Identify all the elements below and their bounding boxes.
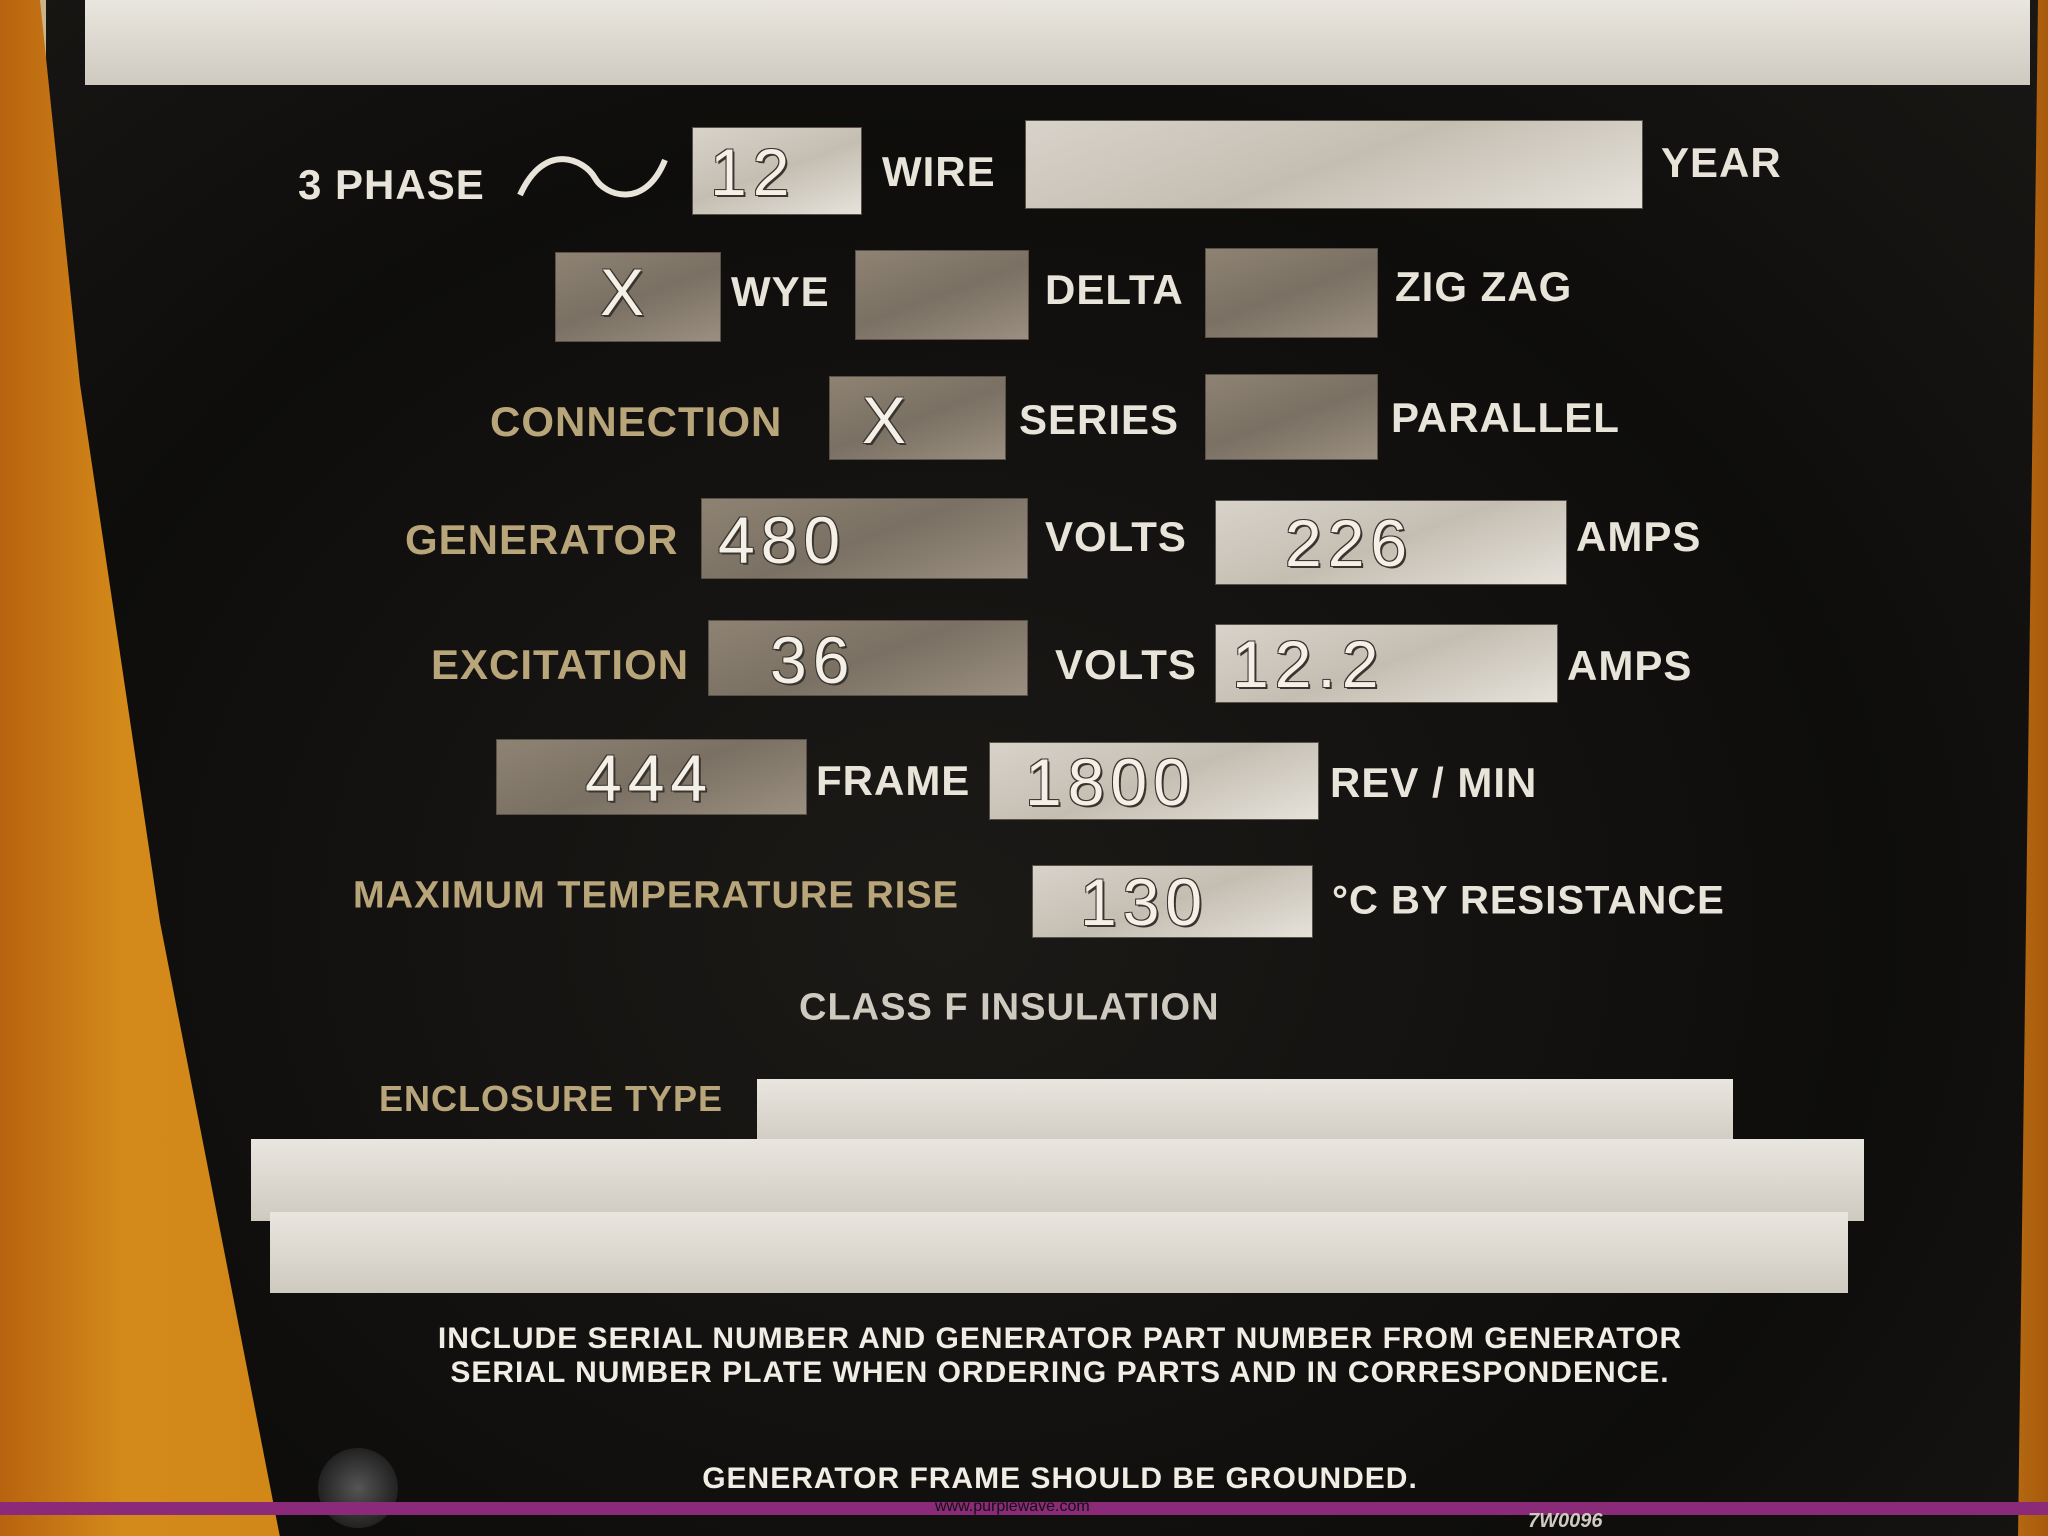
wire-value: 12	[710, 135, 796, 209]
zigzag-box	[1205, 248, 1378, 338]
excitation-amps-box	[1215, 624, 1558, 703]
generator-volts-box	[701, 498, 1028, 579]
excitation-volts-value: 36	[770, 623, 856, 697]
generator-amps-value: 226	[1285, 506, 1414, 580]
connection-label: CONNECTION	[490, 398, 783, 445]
excitation-volts-box	[708, 620, 1028, 696]
rpm-value: 1800	[1025, 745, 1196, 819]
ordering-note: INCLUDE SERIAL NUMBER AND GENERATOR PART…	[437, 1322, 1683, 1389]
wire-box	[692, 127, 862, 215]
blank-strip-2	[270, 1212, 1848, 1293]
series-label: SERIES	[1019, 396, 1180, 443]
wye-box	[555, 252, 721, 342]
generator-label: GENERATOR	[405, 516, 679, 563]
sine-wave-icon	[517, 156, 668, 198]
enclosure-type-box	[757, 1079, 1733, 1149]
generator-amps-box	[1215, 500, 1567, 585]
phase-label: 3 PHASE	[298, 161, 485, 208]
top-strip	[85, 0, 2030, 85]
rpm-label: REV / MIN	[1330, 759, 1538, 806]
temp-rise-label: MAXIMUM TEMPERATURE RISE	[353, 874, 959, 917]
year-box	[1025, 120, 1643, 209]
series-value: X	[862, 383, 913, 457]
wire-label: WIRE	[882, 148, 996, 195]
excitation-amps-value: 12.2	[1232, 627, 1385, 701]
delta-box	[855, 250, 1029, 340]
parallel-label: PARALLEL	[1391, 394, 1620, 441]
watermark-text: www.purplewave.com	[935, 1498, 1090, 1515]
temp-rise-box	[1032, 865, 1313, 938]
insulation-class: CLASS F INSULATION	[799, 986, 1220, 1029]
year-label: YEAR	[1661, 139, 1782, 186]
grounding-note: GENERATOR FRAME SHOULD BE GROUNDED.	[702, 1462, 1418, 1495]
delta-label: DELTA	[1045, 266, 1184, 313]
part-code: 7W0096	[1528, 1510, 1603, 1532]
zigzag-label: ZIG ZAG	[1395, 263, 1573, 310]
parallel-box	[1205, 374, 1378, 460]
generator-volts-label: VOLTS	[1045, 513, 1187, 560]
frame-box	[496, 739, 807, 815]
wye-label: WYE	[731, 268, 830, 315]
temp-rise-value: 130	[1080, 865, 1209, 939]
watermark-bar	[0, 1502, 2048, 1515]
frame-label: FRAME	[816, 757, 971, 804]
wye-value: X	[600, 255, 651, 329]
excitation-label: EXCITATION	[431, 641, 690, 688]
frame-value: 444	[585, 741, 714, 815]
rpm-box	[989, 742, 1319, 820]
blank-strip-1	[251, 1139, 1864, 1221]
excitation-amps-label: AMPS	[1567, 642, 1693, 689]
enclosure-type-label: ENCLOSURE TYPE	[379, 1078, 724, 1119]
generator-amps-label: AMPS	[1576, 513, 1702, 560]
temp-unit-label: °C BY RESISTANCE	[1332, 878, 1725, 923]
excitation-volts-label: VOLTS	[1055, 641, 1197, 688]
generator-volts-value: 480	[718, 503, 847, 577]
series-box	[829, 376, 1006, 460]
mounting-bolt	[318, 1448, 398, 1528]
